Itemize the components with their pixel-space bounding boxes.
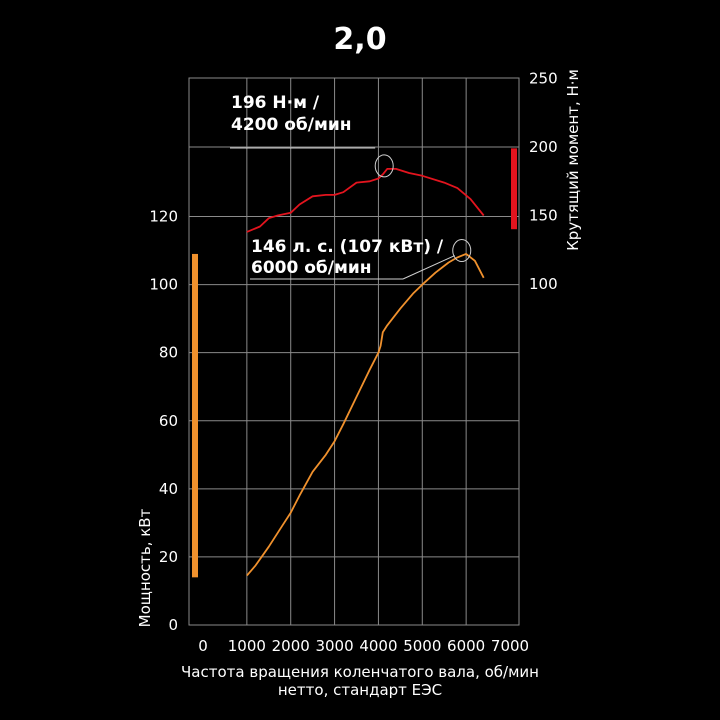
power-range-bar [192,253,198,578]
chart-title: 2,0 [333,22,387,57]
y-left-tick-label: 20 [159,548,178,566]
power-leader-line [402,255,455,280]
y-right-tick-label: 250 [529,70,558,88]
x-axis-label-line2: нетто, стандарт ЕЭС [278,681,442,699]
annotations: 196 Н·м /4200 об/мин 146 л. с. (107 кВт) … [230,93,472,280]
y-left-tick-label: 60 [159,412,178,430]
y-right-axis-label: Крутящий момент, Н·м [564,69,582,251]
torque-curve [246,167,485,233]
range-bars [192,148,517,578]
x-tick-label: 3000 [315,637,353,655]
torque-range-bar [511,148,517,230]
power-curve [246,252,485,577]
y-left-tick-label: 120 [149,208,178,226]
tick-labels: 0 1000 2000 3000 4000 5000 6000 7000 0 20 40 60 80 10… [149,70,557,656]
y-right-tick-label: 200 [529,138,558,156]
power-annotation-line2: 6000 об/мин [251,258,372,278]
x-tick-label: 0 [198,637,208,655]
y-right-tick-label: 150 [529,207,558,225]
power-annotation-line1: 146 л. с. (107 кВт) / [251,237,444,257]
torque-annotation-line2: 4200 об/мин [231,115,352,135]
x-axis-label-line1: Частота вращения коленчатого вала, об/ми… [181,663,539,681]
y-left-tick-label: 80 [159,344,178,362]
grid [188,77,520,626]
y-left-tick-label: 100 [149,276,178,294]
x-tick-label: 2000 [272,637,310,655]
x-tick-label: 6000 [447,637,485,655]
x-tick-label: 7000 [491,637,529,655]
power-peak-marker [452,239,472,263]
series-lines [246,167,485,577]
torque-annotation-line1: 196 Н·м / [231,93,320,113]
y-right-tick-label: 100 [529,275,558,293]
y-left-axis-label: Мощность, кВт [136,508,154,627]
x-tick-label: 4000 [359,637,397,655]
plot-frame [188,77,520,626]
y-left-tick-label: 0 [168,616,178,634]
y-left-tick-label: 40 [159,480,178,498]
x-tick-label: 1000 [228,637,266,655]
torque-peak-marker [374,154,394,178]
x-tick-label: 5000 [403,637,441,655]
